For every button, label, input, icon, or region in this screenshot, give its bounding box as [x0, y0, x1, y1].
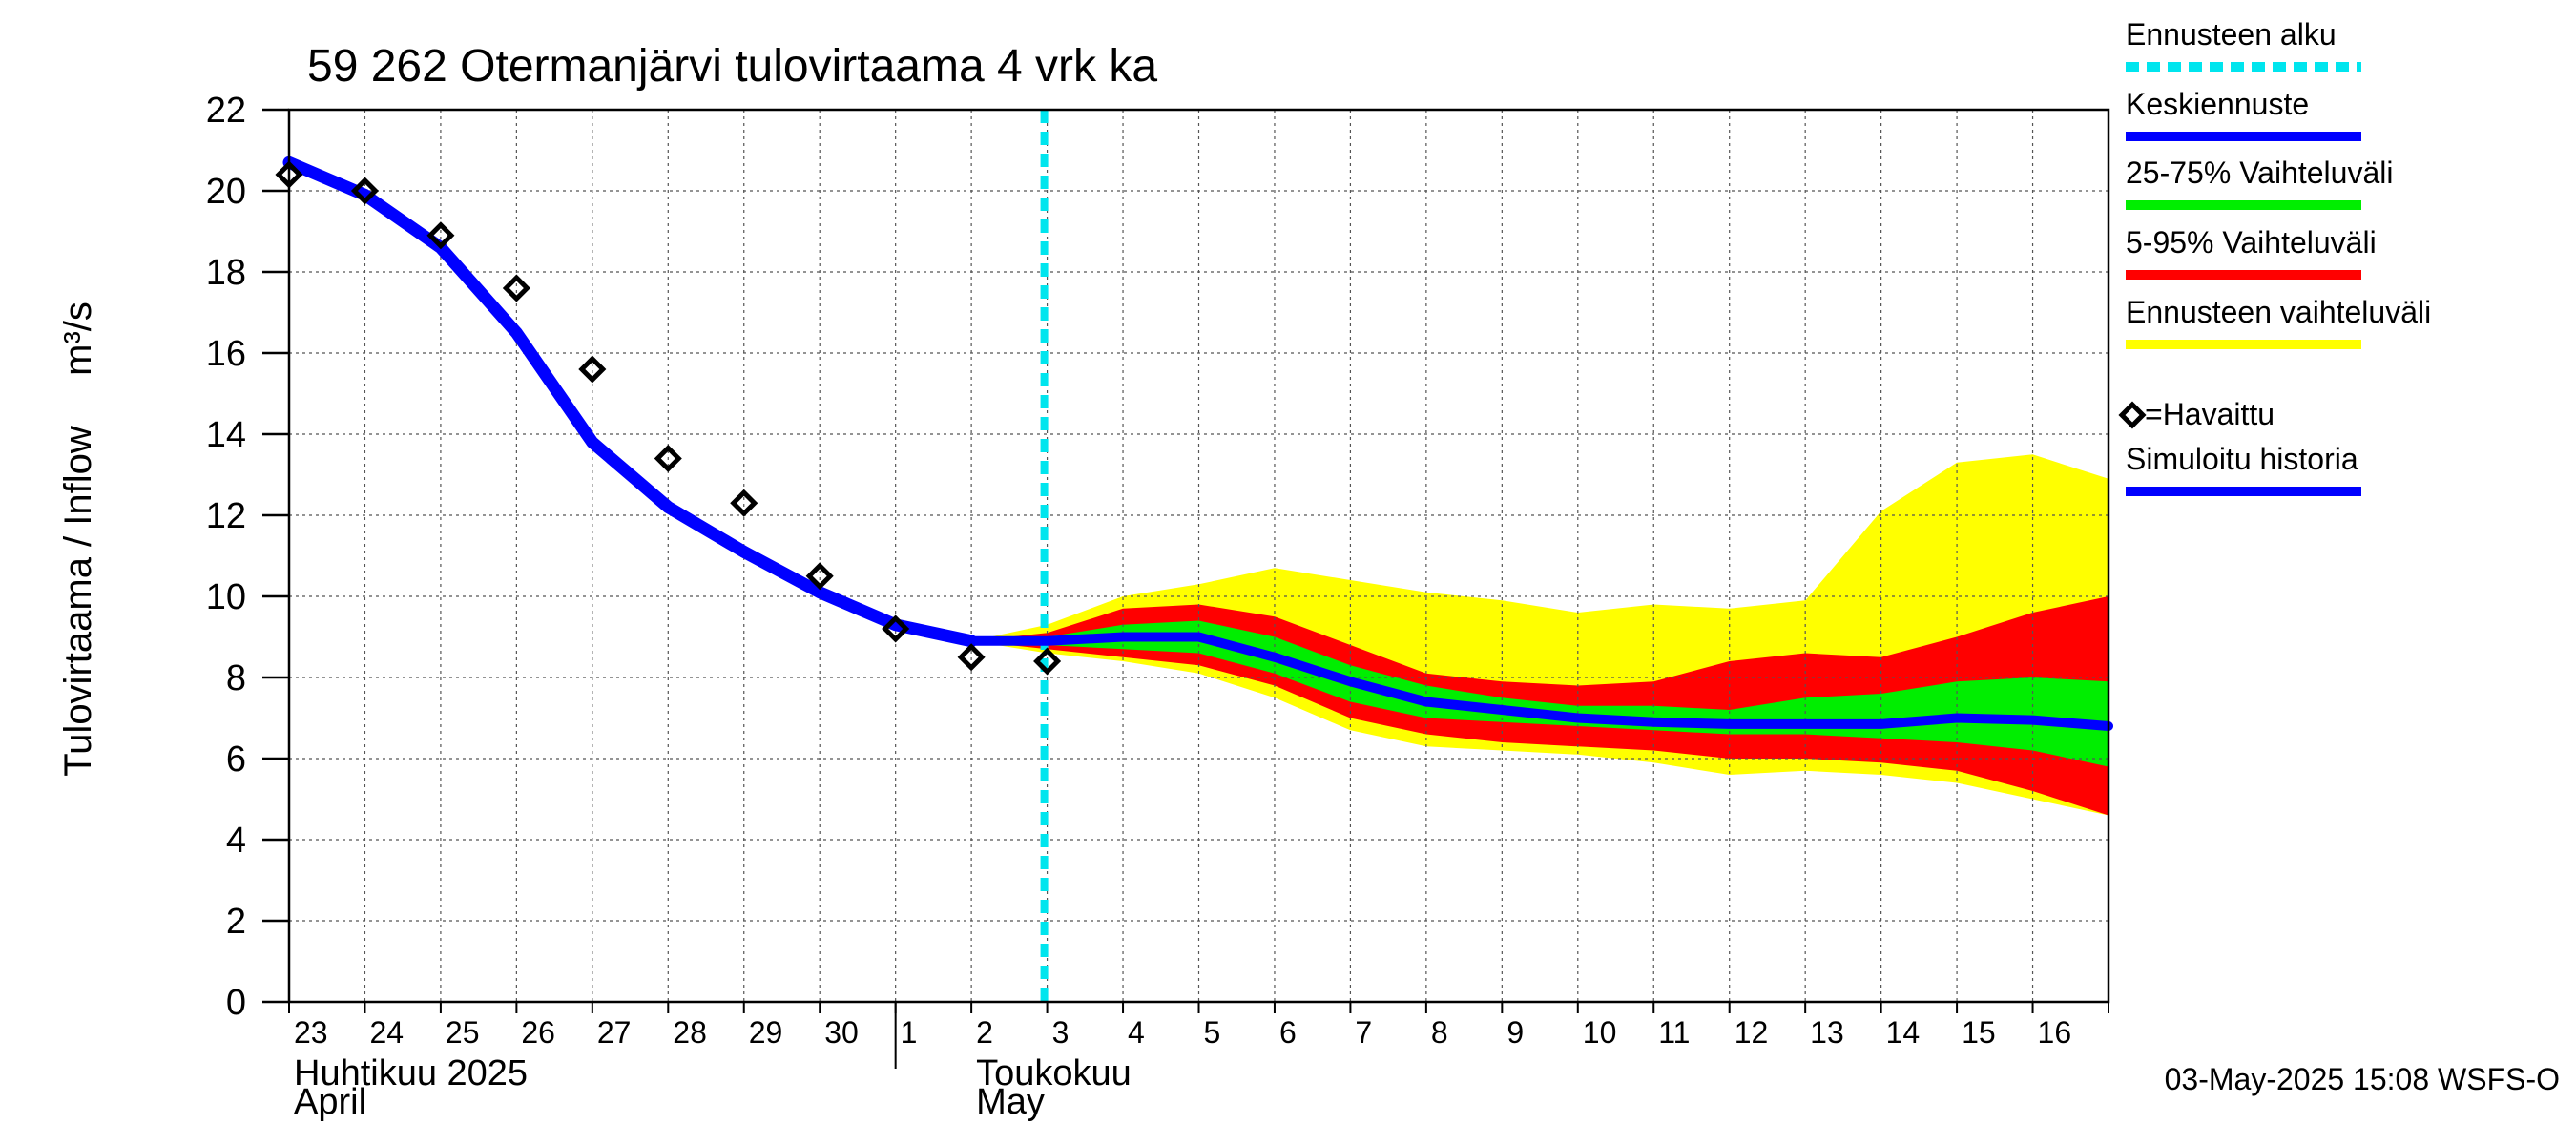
month-label-en: April	[294, 1082, 366, 1122]
y-tick-label: 8	[226, 658, 246, 698]
observed-point	[350, 177, 379, 205]
x-tick-label: 30	[824, 1015, 859, 1050]
observed-point	[502, 274, 530, 302]
series-simulated	[282, 156, 978, 648]
x-tick-label: 29	[749, 1015, 783, 1050]
observed-point	[730, 489, 758, 517]
x-tick-label: 25	[446, 1015, 480, 1050]
legend-label-simulated: Simuloitu historia	[2126, 442, 2358, 476]
x-tick-label: 23	[294, 1015, 328, 1050]
legend-label-forecast_start: Ennusteen alku	[2126, 17, 2337, 52]
footer-timestamp: 03-May-2025 15:08 WSFS-O	[2165, 1062, 2560, 1096]
y-tick-label: 12	[206, 496, 246, 536]
x-tick-label: 9	[1506, 1015, 1524, 1050]
x-tick-label: 15	[1962, 1015, 1996, 1050]
band-p25_75	[971, 620, 2109, 767]
legend: Ennusteen alku Keskiennuste 25-75% Vaihtel…	[2118, 17, 2431, 496]
x-tick-label: 16	[2038, 1015, 2072, 1050]
month-label-fi: Huhtikuu 2025	[294, 1053, 528, 1093]
x-tick-label: 7	[1355, 1015, 1372, 1050]
y-tick-label: 18	[206, 253, 246, 293]
observed-point	[426, 221, 455, 250]
y-tick-label: 14	[206, 415, 246, 455]
x-tick-label: 3	[1052, 1015, 1070, 1050]
chart-title: 59 262 Otermanjärvi tulovirtaama 4 vrk k…	[307, 41, 1157, 92]
legend-label-range: Ennusteen vaihteluväli	[2126, 295, 2431, 329]
series-lines	[282, 110, 2113, 1002]
x-tick-label: 24	[369, 1015, 404, 1050]
observed-point	[805, 562, 834, 591]
y-tick-label: 10	[206, 577, 246, 617]
legend-label-p25_75: 25-75% Vaihteluväli	[2126, 156, 2393, 190]
x-tick-label: 10	[1583, 1015, 1617, 1050]
x-tick-label: 11	[1658, 1015, 1690, 1050]
y-axis-label: Tulovirtaama / Inflow	[57, 426, 99, 777]
x-tick-label: 2	[976, 1015, 993, 1050]
y-tick-label: 0	[226, 983, 246, 1023]
observed-markers	[275, 160, 1062, 676]
legend-marker-observed	[2118, 401, 2147, 429]
x-tick-label: 6	[1279, 1015, 1297, 1050]
observed-point	[578, 355, 607, 384]
y-tick-label: 2	[226, 902, 246, 942]
y-tick-label: 16	[206, 334, 246, 374]
x-tick-label: 4	[1128, 1015, 1145, 1050]
month-label-en: May	[976, 1082, 1045, 1122]
y-tick-label: 4	[226, 821, 246, 861]
y-tick-label: 22	[206, 91, 246, 131]
x-tick-label: 12	[1735, 1015, 1769, 1050]
month-label-fi: Toukokuu	[976, 1053, 1132, 1093]
legend-label-p5_95: 5-95% Vaihteluväli	[2126, 225, 2377, 260]
legend-label-median: Keskiennuste	[2126, 87, 2309, 121]
series-median	[966, 632, 2113, 731]
y-tick-label: 6	[226, 739, 246, 780]
x-tick-label: 27	[597, 1015, 632, 1050]
x-tick-label: 14	[1886, 1015, 1921, 1050]
legend-label-observed: =Havaittu	[2145, 397, 2275, 431]
x-tick-label: 26	[521, 1015, 555, 1050]
x-tick-label: 13	[1810, 1015, 1844, 1050]
y-axis-unit: m³/s	[57, 302, 99, 376]
observed-point	[957, 643, 986, 672]
observed-point	[882, 614, 910, 643]
x-tick-label: 1	[901, 1015, 918, 1050]
observed-point	[1033, 647, 1062, 676]
observed-point	[654, 444, 682, 473]
x-tick-label: 8	[1431, 1015, 1448, 1050]
y-tick-label: 20	[206, 172, 246, 212]
x-tick-label: 28	[673, 1015, 707, 1050]
x-tick-label: 5	[1204, 1015, 1221, 1050]
